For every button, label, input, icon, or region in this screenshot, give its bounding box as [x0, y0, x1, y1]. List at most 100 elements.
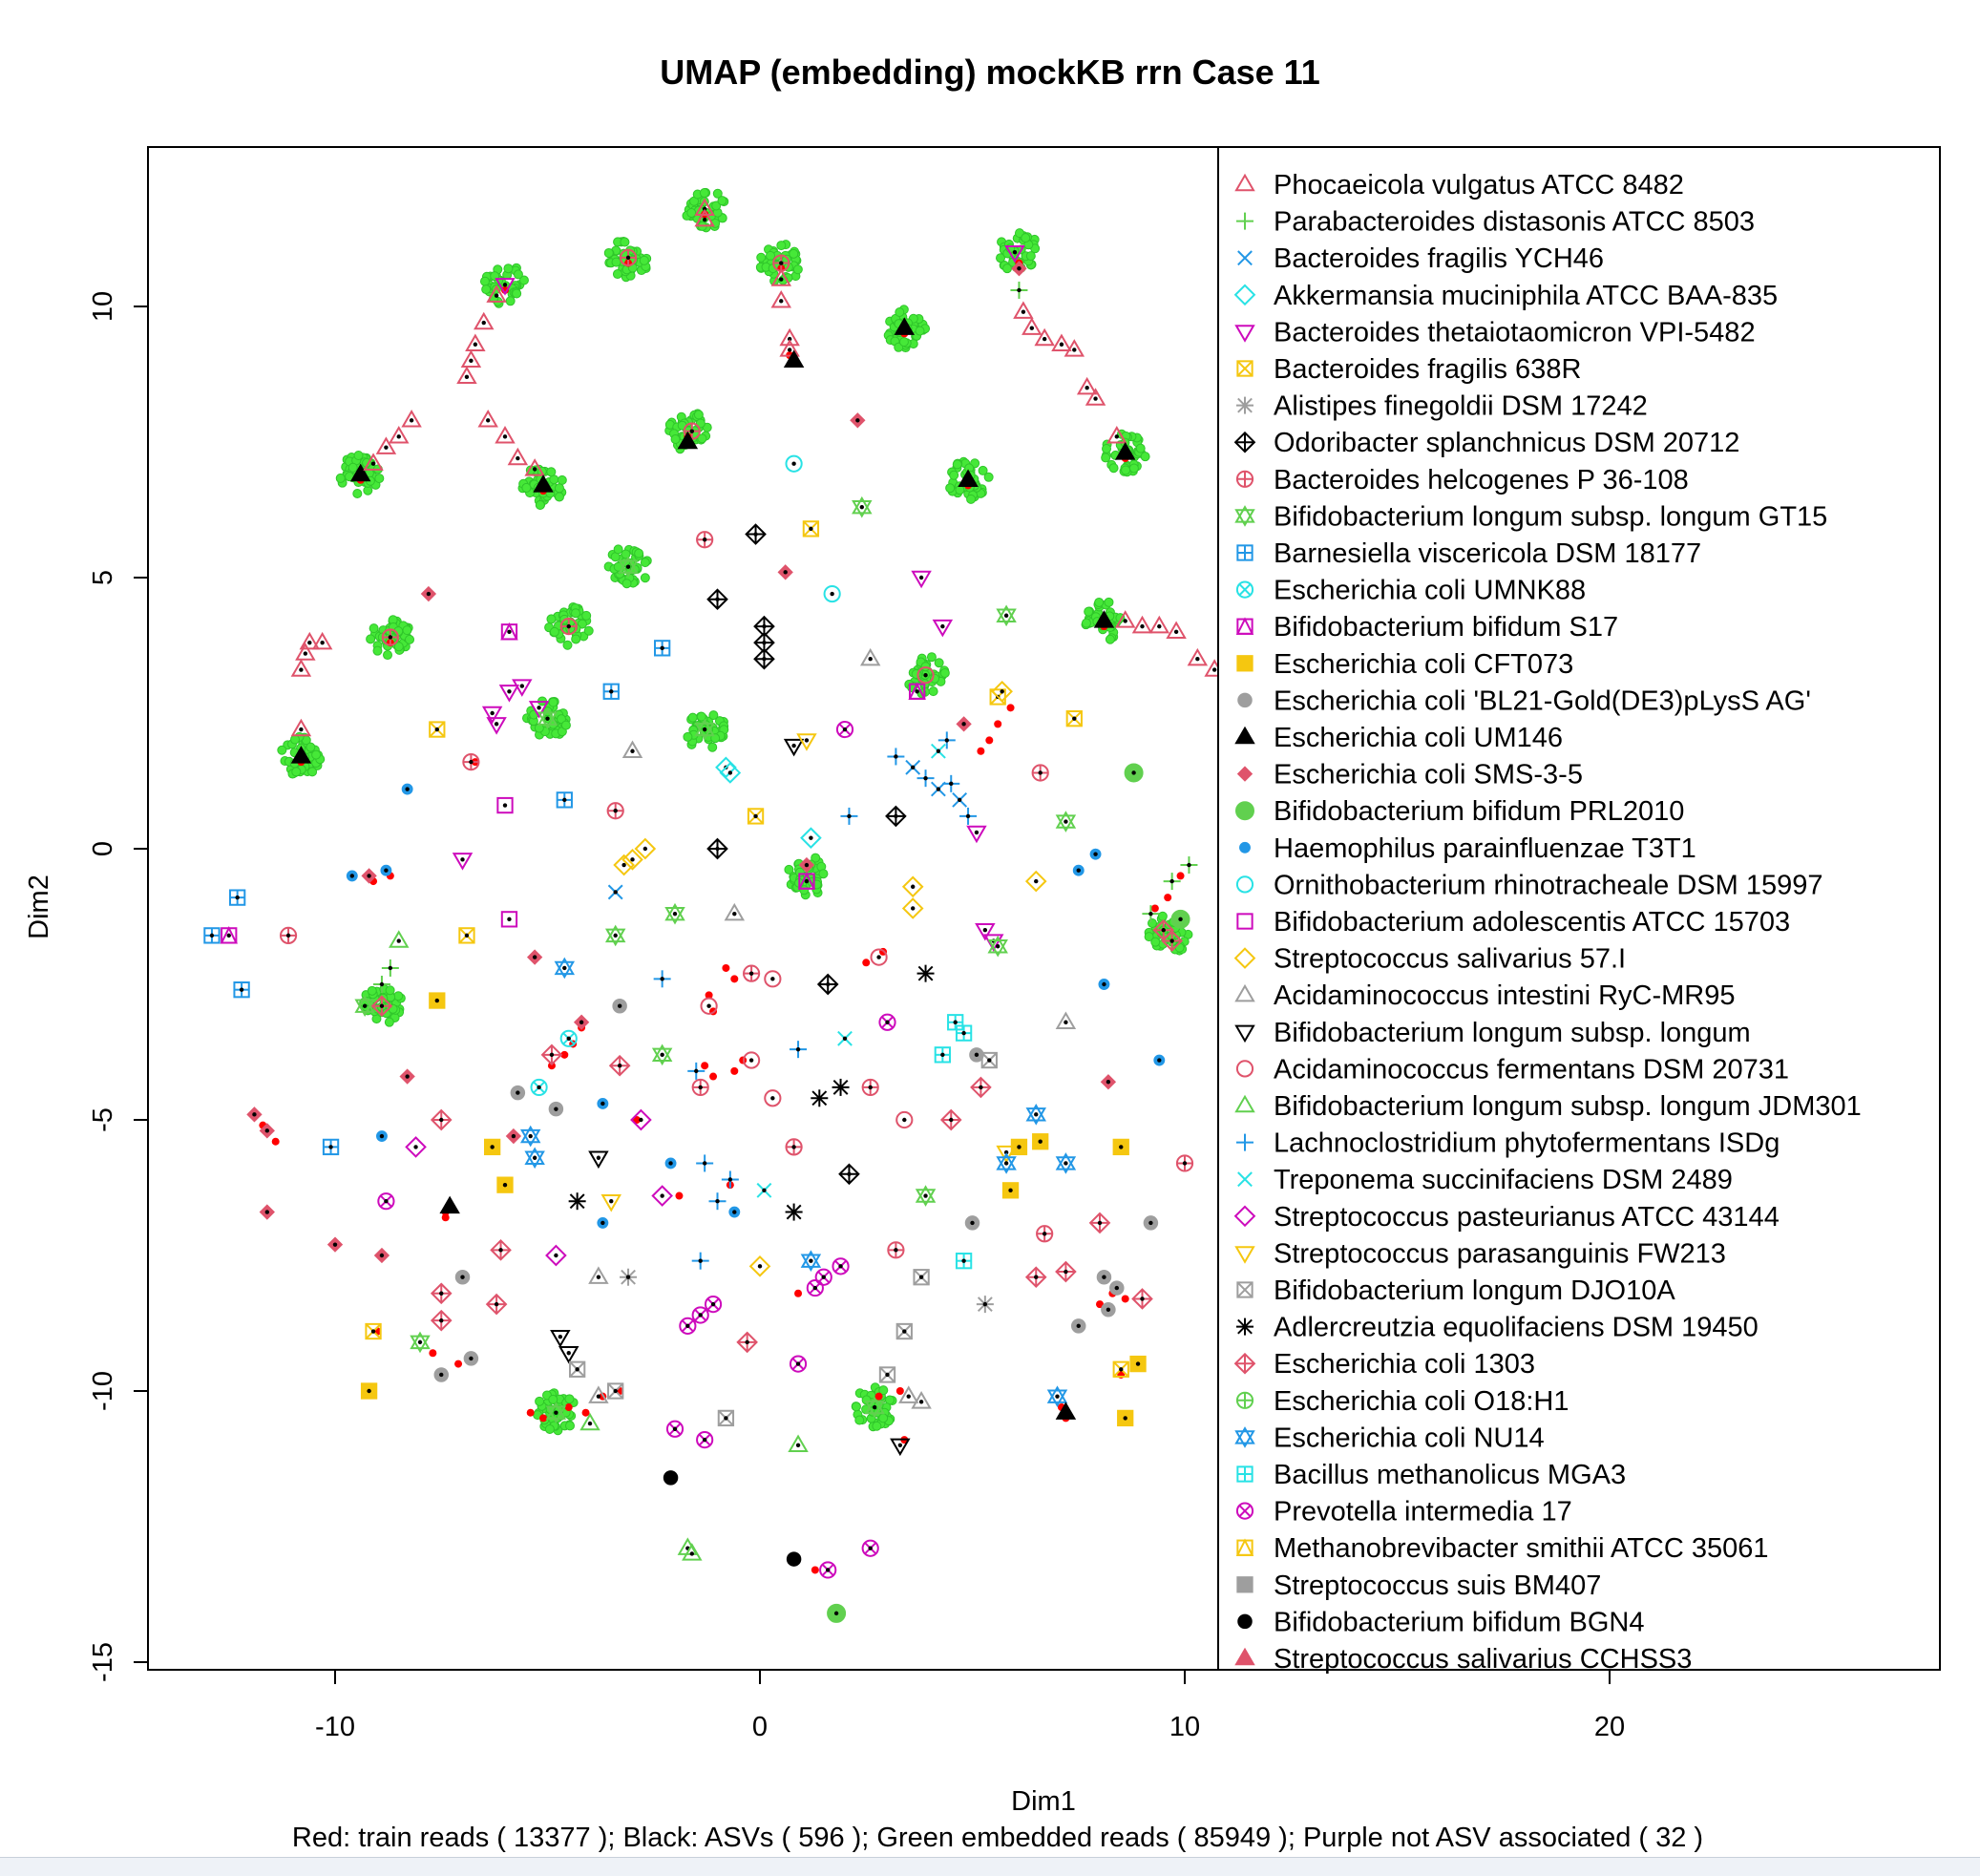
asv-marker	[689, 429, 694, 433]
asv-marker	[936, 787, 941, 791]
asv-marker	[804, 878, 810, 884]
asv-point	[796, 733, 817, 751]
asv-marker	[562, 965, 567, 971]
asv-marker	[537, 1085, 541, 1090]
asv-point	[700, 997, 718, 1015]
asv-marker	[498, 1248, 503, 1253]
asv-marker	[911, 906, 916, 911]
legend-label: Bifidobacterium bifidum PRL2010	[1274, 796, 1684, 827]
embedded-read-point	[683, 731, 693, 742]
train-read-point	[1164, 894, 1172, 902]
asv-marker	[299, 754, 304, 759]
legend-label: Odoribacter splanchnicus DSM 20712	[1274, 428, 1739, 458]
legend-symbol	[1237, 1171, 1253, 1188]
legend-symbol	[1233, 284, 1256, 306]
asv-point	[579, 1412, 600, 1431]
embedded-read-point	[1128, 463, 1139, 474]
asv-point	[375, 436, 397, 454]
embedded-read-point	[640, 573, 650, 583]
embedded-read-point	[717, 196, 727, 206]
asv-marker	[549, 1052, 555, 1058]
embedded-read-point	[693, 410, 704, 420]
asv-marker	[384, 445, 389, 450]
asv-point	[1055, 1011, 1077, 1029]
legend-label: Bacteroides fragilis 638R	[1274, 354, 1581, 385]
y-tick-label: -5	[88, 1107, 118, 1132]
asv-marker	[868, 1085, 873, 1090]
legend-entry: Lachnoclostridium phytofermentans ISDg	[1236, 1128, 1780, 1159]
embedded-read-point	[1144, 932, 1154, 942]
embedded-read-point	[505, 296, 516, 306]
y-tick-label: 5	[88, 570, 118, 585]
asv-marker	[579, 1020, 584, 1024]
asv-marker	[439, 1117, 444, 1123]
asv-marker	[1064, 819, 1068, 824]
asv-marker	[894, 1248, 898, 1253]
asv-marker	[918, 575, 924, 580]
asv-point	[682, 1543, 703, 1561]
asv-marker	[897, 1443, 903, 1448]
embedded-read-point	[369, 623, 379, 634]
legend-symbol	[1236, 913, 1253, 930]
asv-marker	[379, 1253, 385, 1258]
embedded-read-point	[311, 749, 322, 760]
asv-marker	[349, 874, 354, 878]
asv-marker	[1017, 287, 1022, 293]
legend-entry: Escherichia coli 'BL21-Gold(DE3)pLysS AG…	[1237, 685, 1811, 716]
asv-marker	[384, 868, 389, 873]
asv-point	[524, 1147, 545, 1170]
asv-point	[545, 1244, 567, 1267]
asv-marker	[587, 1421, 593, 1426]
legend-label: Phocaeicola vulgatus ATCC 8482	[1274, 170, 1684, 200]
legend-symbol	[1235, 875, 1254, 894]
embedded-read-point	[789, 248, 799, 259]
asv-marker	[1106, 1307, 1111, 1313]
asv-marker	[239, 987, 244, 992]
asv-marker	[1157, 1058, 1162, 1063]
asv-marker	[469, 358, 474, 363]
asv-marker	[486, 418, 491, 423]
asv-marker	[507, 629, 512, 634]
legend-label: Escherichia coli SMS-3-5	[1274, 760, 1583, 790]
embedded-reads-cluster	[683, 710, 729, 752]
asv-point	[966, 825, 987, 844]
asv-marker	[642, 846, 648, 852]
asv-marker	[1064, 1410, 1068, 1415]
asv-point	[554, 957, 576, 980]
asv-marker	[405, 1074, 410, 1079]
asv-marker	[464, 374, 470, 380]
legend-label: Streptococcus salivarius 57.I	[1274, 944, 1626, 975]
legend-label: Bacteroides thetaiotaomicron VPI-5482	[1274, 317, 1756, 348]
embedded-read-point	[1002, 263, 1013, 274]
asv-point	[600, 1193, 621, 1212]
asv-marker	[575, 1199, 579, 1204]
asv-marker	[1029, 326, 1035, 330]
asv-point	[779, 327, 800, 347]
asv-point	[748, 1255, 771, 1277]
asv-marker	[562, 797, 567, 803]
asv-marker	[226, 933, 231, 938]
legend-entry: Streptococcus suis BM407	[1236, 1570, 1601, 1601]
train-read-point	[709, 1072, 718, 1081]
asv-marker	[1178, 917, 1183, 922]
train-read-point	[564, 1403, 573, 1412]
embedded-read-point	[1157, 911, 1168, 921]
asv-marker	[299, 667, 304, 672]
train-read-point	[994, 720, 1002, 728]
train-read-point	[675, 1191, 684, 1200]
asv-marker	[694, 1068, 699, 1074]
embedded-read-point	[548, 697, 558, 707]
embedded-read-point	[1150, 937, 1161, 947]
asv-marker	[915, 689, 919, 694]
asv-marker	[439, 1372, 444, 1378]
asv-point	[550, 1329, 571, 1348]
asv-marker	[702, 1437, 707, 1443]
asv-marker	[1161, 928, 1166, 933]
asv-point	[932, 619, 954, 638]
embedded-read-point	[1094, 597, 1105, 607]
embedded-read-point	[393, 991, 404, 1001]
asv-marker	[1102, 1275, 1106, 1279]
embedded-read-point	[546, 614, 557, 624]
asv-marker	[447, 1204, 453, 1210]
